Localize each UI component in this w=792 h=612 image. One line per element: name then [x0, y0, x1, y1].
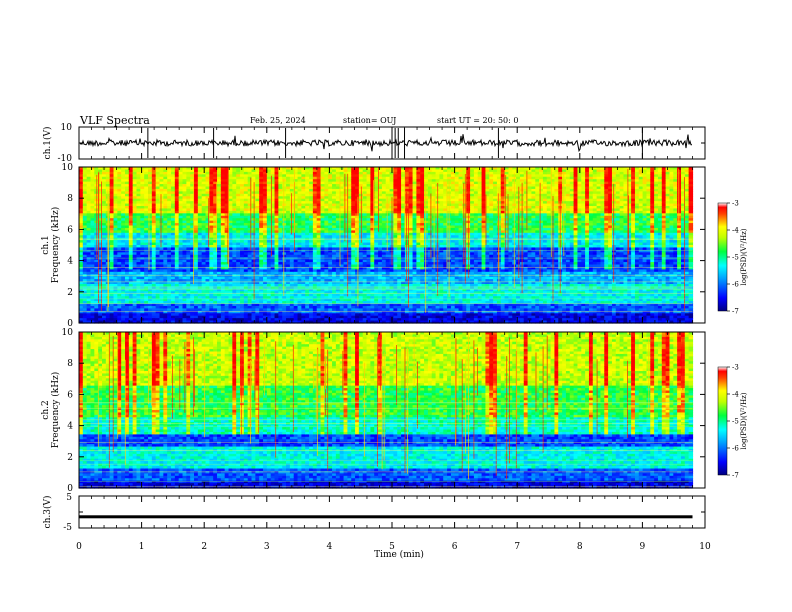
ch1-spectrogram-image	[79, 167, 693, 324]
header-station: station= OUJ	[343, 116, 396, 125]
ch1-waveform-ylabel: ch.1(V)	[42, 127, 53, 160]
header-start-time: start UT = 20: 50: 0	[437, 116, 518, 125]
figure-title: VLF Spectra	[79, 114, 150, 127]
header-date: Feb. 25, 2024	[250, 116, 306, 125]
ch1-ytick-top: 10	[61, 123, 73, 133]
